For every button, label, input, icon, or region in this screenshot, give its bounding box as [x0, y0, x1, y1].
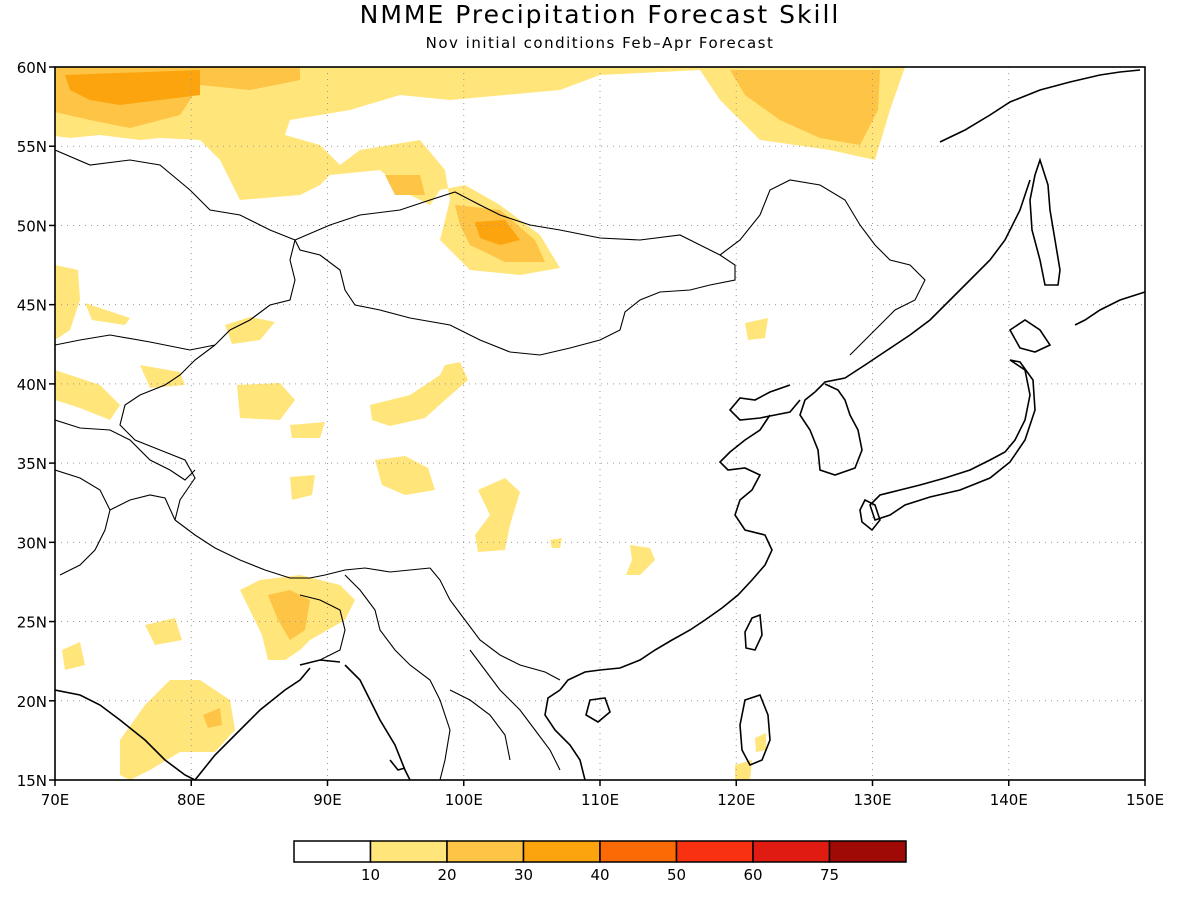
skill-region-c-7 — [475, 478, 520, 552]
graticule — [55, 67, 1145, 780]
y-tick-label: 50N — [17, 217, 47, 235]
skill-region-s-3 — [62, 642, 85, 670]
skill-region-s-6 — [755, 733, 766, 752]
y-tick-label: 25N — [17, 614, 47, 632]
coastlines — [55, 69, 1145, 780]
skill-region-s-5 — [735, 760, 752, 780]
colorbar-label: 75 — [820, 866, 839, 884]
x-axis-ticks: 70E 80E 90E 100E 110E 120E 130E 140E 150E — [41, 780, 1164, 809]
skill-region-c-1 — [225, 317, 275, 344]
skill-region-c-5 — [375, 456, 435, 495]
skill-region-c-10 — [626, 545, 655, 575]
colorbar-label: 20 — [437, 866, 456, 884]
skill-region-w-2 — [85, 303, 130, 325]
x-tick-label: 130E — [853, 791, 891, 809]
skill-region-c-6 — [290, 475, 315, 500]
x-tick-label: 110E — [581, 791, 619, 809]
country-borders — [55, 149, 926, 780]
y-tick-label: 15N — [17, 772, 47, 790]
skill-region-s-4 — [120, 680, 235, 780]
skill-region-n-20b — [385, 175, 425, 195]
colorbar-label: 50 — [667, 866, 686, 884]
colorbar-swatch — [293, 840, 372, 863]
skill-region-s-1-20 — [268, 590, 310, 640]
map-title: NMME Precipitation Forecast Skill — [359, 0, 841, 29]
skill-region-c-3 — [290, 422, 325, 438]
colorbar-label: 10 — [361, 866, 380, 884]
skill-region-north-band — [55, 67, 1145, 275]
skill-region-c-9 — [550, 538, 562, 548]
skill-region-s-4-20 — [203, 708, 222, 728]
colorbar-swatch — [828, 840, 907, 863]
y-tick-label: 30N — [17, 534, 47, 552]
skill-region-c-2 — [237, 383, 295, 420]
y-axis-ticks: 15N 20N 25N 30N 35N 40N 45N 50N 55N 60N — [17, 59, 55, 790]
map-subtitle: Nov initial conditions Feb–Apr Forecast — [425, 34, 775, 52]
colorbar-label: 30 — [514, 866, 533, 884]
colorbar-swatch — [675, 840, 754, 863]
x-tick-label: 80E — [177, 791, 206, 809]
colorbar-swatch — [369, 840, 448, 863]
colorbar-swatch — [599, 840, 678, 863]
y-tick-label: 20N — [17, 693, 47, 711]
y-tick-label: 60N — [17, 59, 47, 77]
y-tick-label: 35N — [17, 455, 47, 473]
skill-region-w-1 — [55, 265, 80, 340]
colorbar: 10 20 30 40 50 60 75 — [293, 840, 907, 884]
skill-region-nw-30 — [65, 70, 200, 105]
x-tick-label: 100E — [445, 791, 483, 809]
y-tick-label: 40N — [17, 376, 47, 394]
x-tick-label: 140E — [990, 791, 1028, 809]
skill-region-w-3 — [55, 370, 120, 420]
skill-region-c-8 — [745, 318, 768, 340]
colorbar-swatch — [446, 840, 525, 863]
colorbar-label: 60 — [743, 866, 762, 884]
skill-shading — [55, 67, 1145, 780]
colorbar-swatch — [522, 840, 601, 863]
y-tick-label: 45N — [17, 297, 47, 315]
x-tick-label: 70E — [41, 791, 70, 809]
x-tick-label: 150E — [1126, 791, 1164, 809]
x-tick-label: 120E — [717, 791, 755, 809]
skill-region-ne-20 — [730, 70, 880, 145]
colorbar-label: 40 — [590, 866, 609, 884]
skill-region-w-4 — [140, 365, 185, 388]
skill-region-baikal-30 — [475, 220, 520, 245]
skill-region-c-4 — [370, 362, 468, 426]
colorbar-swatch — [752, 840, 831, 863]
x-tick-label: 90E — [313, 791, 342, 809]
y-tick-label: 55N — [17, 138, 47, 156]
skill-region-s-2 — [145, 618, 182, 645]
